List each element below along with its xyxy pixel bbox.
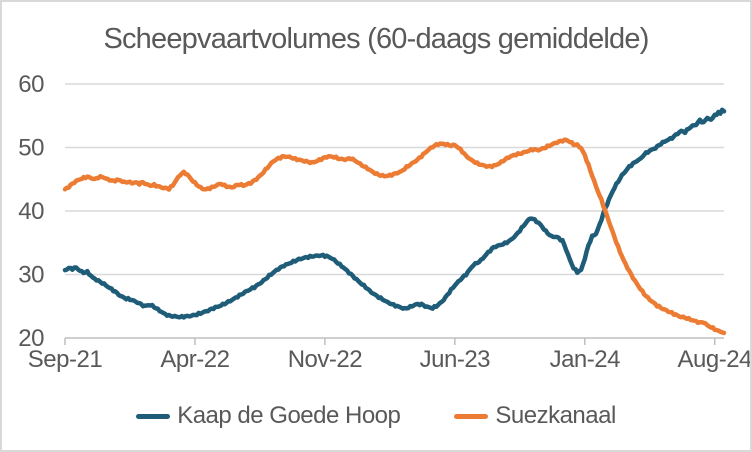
x-axis-tick-label: Jun-23 [420, 346, 491, 373]
series-line-suezkanaal [62, 137, 727, 336]
y-axis-tick-label: 20 [18, 325, 44, 352]
x-axis-tick-label: Apr-22 [160, 346, 229, 373]
legend-label-suez: Suezkanaal [495, 402, 616, 429]
legend: Kaap de Goede Hoop Suezkanaal [2, 400, 750, 432]
legend-label-kaap: Kaap de Goede Hoop [177, 402, 401, 429]
y-axis-tick-label: 30 [18, 262, 44, 289]
legend-item-kaap-de-goede-hoop: Kaap de Goede Hoop [136, 402, 401, 430]
y-axis-tick-label: 60 [18, 71, 44, 98]
x-axis-tick-label: Jan-24 [550, 346, 621, 373]
y-axis-tick-label: 40 [18, 198, 44, 225]
legend-item-suezkanaal: Suezkanaal [454, 402, 616, 430]
x-axis-tick-label: Sep-21 [28, 346, 103, 373]
x-axis-tick-label: Nov-22 [288, 346, 363, 373]
y-axis-tick-label: 50 [18, 135, 44, 162]
legend-line-swatch-suez [454, 413, 489, 419]
series-line-kaap-de-goede-hoop [62, 107, 727, 320]
legend-line-swatch-kaap [136, 413, 171, 419]
x-axis-tick-label: Aug-24 [678, 346, 752, 373]
chart-title: Scheepvaartvolumes (60-daags gemiddelde) [103, 23, 649, 55]
